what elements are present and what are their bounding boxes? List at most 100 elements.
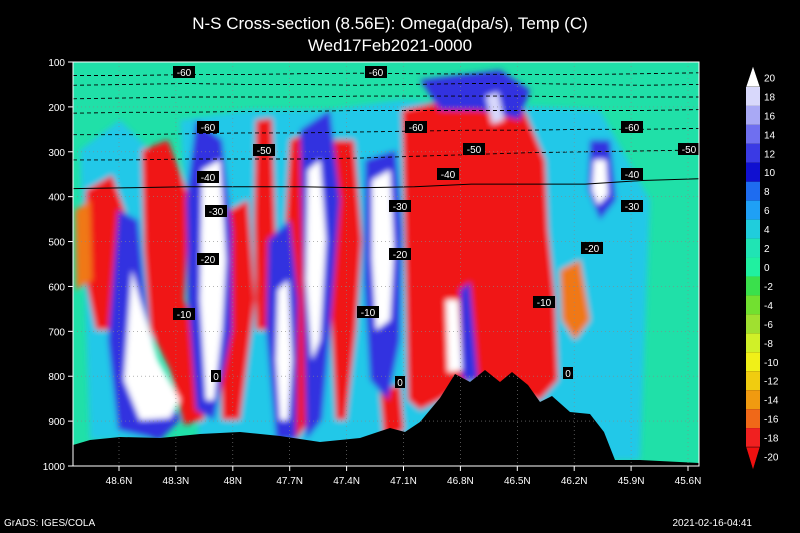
y-tick-label: 800 [48, 372, 65, 383]
contour-label: 0 [563, 367, 573, 380]
colorbar-swatch [746, 105, 760, 125]
colorbar-label: -12 [764, 377, 779, 388]
colorbar-swatch [746, 371, 760, 391]
svg-text:-50: -50 [467, 145, 482, 156]
colorbar-swatch [746, 257, 760, 277]
contour-label: 0 [211, 370, 221, 383]
omega-region-23 [306, 160, 326, 360]
svg-text:-10: -10 [177, 310, 192, 321]
colorbar-label: 0 [764, 263, 770, 274]
colorbar-swatch [746, 390, 760, 410]
colorbar-swatch [746, 276, 760, 296]
contour-label: -60 [197, 121, 219, 134]
omega-region-26 [592, 160, 608, 205]
x-tick-label: 46.2N [561, 476, 588, 487]
contour-label: -40 [197, 171, 219, 184]
omega-region-11 [75, 200, 92, 290]
x-tick-label: 46.8N [447, 476, 474, 487]
omega-region-22 [276, 280, 292, 420]
svg-text:-30: -30 [625, 202, 640, 213]
svg-text:-30: -30 [393, 202, 408, 213]
contour-label: -20 [197, 253, 219, 266]
temp-contour-m30 [73, 109, 699, 114]
contour-label: -20 [389, 248, 411, 261]
svg-text:-60: -60 [409, 123, 424, 134]
contour-label: -60 [173, 66, 195, 79]
y-tick-label: 1000 [43, 462, 66, 473]
contour-label: -50 [678, 143, 700, 156]
colorbar-swatch [746, 181, 760, 201]
contour-label: -60 [621, 121, 643, 134]
y-tick-label: 100 [48, 58, 65, 69]
omega-region-9 [380, 385, 404, 440]
x-tick-label: 45.6N [675, 476, 702, 487]
svg-text:-50: -50 [682, 145, 697, 156]
colorbar-swatch [746, 352, 760, 372]
colorbar-swatch [746, 200, 760, 220]
colorbar-label: 4 [764, 225, 770, 236]
colorbar-label: -14 [764, 396, 779, 407]
svg-text:0: 0 [565, 369, 571, 380]
y-tick-label: 200 [48, 103, 65, 114]
omega-region-25 [446, 300, 462, 372]
x-tick-label: 48.6N [106, 476, 133, 487]
omega-region-8 [402, 95, 558, 410]
contour-label: -10 [173, 308, 195, 321]
contour-label: -30 [621, 200, 643, 213]
svg-text:-60: -60 [201, 123, 216, 134]
contour-label: -50 [253, 144, 275, 157]
omega-region-10 [560, 260, 590, 340]
y-tick-label: 400 [48, 193, 65, 204]
contour-label: -20 [581, 242, 603, 255]
omega-region-19 [460, 282, 478, 380]
svg-text:-10: -10 [537, 298, 552, 309]
temp-contour-m20 [73, 127, 699, 136]
temp-contour-m40 [73, 95, 699, 100]
svg-text:-30: -30 [209, 207, 224, 218]
colorbar-top-arrow [745, 65, 761, 88]
colorbar-label: -18 [764, 434, 779, 445]
temp-contour-m50 [73, 83, 699, 86]
svg-text:-60: -60 [369, 68, 384, 79]
contour-label: -60 [365, 66, 387, 79]
svg-text:0: 0 [397, 378, 403, 389]
temp-contour-m60 [73, 72, 699, 76]
colorbar-swatch [746, 143, 760, 163]
colorbar-bottom-arrow [745, 446, 761, 471]
colorbar-swatch [746, 238, 760, 258]
colorbar-label: 18 [764, 92, 776, 103]
x-tick-label: 45.9N [618, 476, 645, 487]
colorbar-label: -8 [764, 339, 773, 350]
svg-text:-40: -40 [441, 170, 456, 181]
contour-label: -40 [621, 168, 643, 181]
colorbar-label: -4 [764, 301, 773, 312]
svg-text:0: 0 [213, 372, 219, 383]
contour-label: -60 [405, 121, 427, 134]
footer-timestamp: 2021-02-16-04:41 [672, 518, 752, 529]
colorbar-label: -2 [764, 282, 773, 293]
omega-region-17 [420, 70, 530, 120]
chart-title: N-S Cross-section (8.56E): Omega(dpa/s),… [192, 14, 588, 33]
colorbar-label: -20 [764, 453, 779, 464]
colorbar-label: 14 [764, 130, 776, 141]
colorbar-label: 12 [764, 149, 776, 160]
colorbar-label: 10 [764, 168, 776, 179]
colorbar-label: 16 [764, 111, 776, 122]
svg-text:-60: -60 [625, 123, 640, 134]
omega-region-20 [124, 270, 180, 420]
x-tick-label: 47.7N [276, 476, 303, 487]
contour-label: -50 [463, 143, 485, 156]
contour-label: 0 [395, 376, 405, 389]
colorbar-label: -16 [764, 415, 779, 426]
temp-contour-m60 [73, 48, 699, 51]
colorbar-swatch [746, 162, 760, 182]
svg-text:-20: -20 [393, 250, 408, 261]
svg-text:-10: -10 [361, 308, 376, 319]
x-tick-label: 48N [224, 476, 242, 487]
svg-text:-60: -60 [177, 68, 192, 79]
x-tick-label: 46.5N [504, 476, 531, 487]
colorbar-swatch [746, 333, 760, 353]
colorbar-swatch [746, 314, 760, 334]
terrain-mask [73, 370, 699, 466]
